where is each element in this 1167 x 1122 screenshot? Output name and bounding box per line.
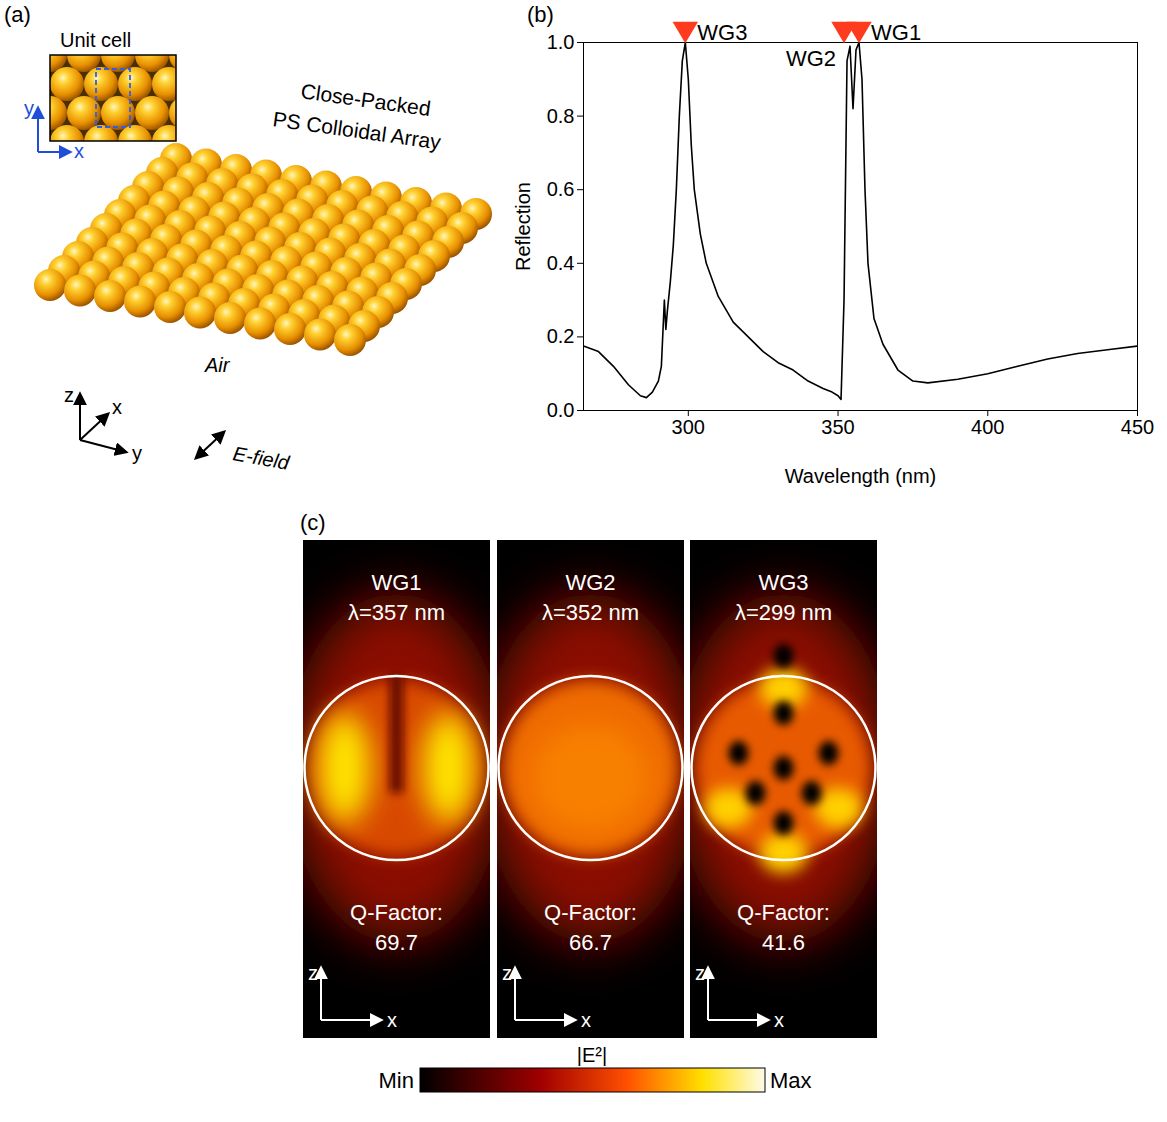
svg-text:WG1: WG1 — [871, 20, 921, 45]
svg-text:x: x — [74, 140, 84, 162]
svg-text:λ=357 nm: λ=357 nm — [348, 600, 445, 625]
svg-text:y: y — [132, 442, 142, 464]
svg-text:x: x — [581, 1009, 591, 1031]
svg-text:x: x — [774, 1009, 784, 1031]
svg-text:Q-Factor:: Q-Factor: — [544, 900, 637, 925]
svg-text:Air: Air — [204, 354, 231, 376]
svg-text:Reflection: Reflection — [512, 182, 534, 271]
svg-text:(a): (a) — [4, 2, 31, 27]
svg-text:z: z — [308, 962, 318, 984]
svg-text:Min: Min — [379, 1068, 414, 1093]
svg-text:WG2: WG2 — [565, 570, 615, 595]
svg-text:0.0: 0.0 — [547, 399, 575, 421]
svg-text:Unit cell: Unit cell — [60, 29, 131, 51]
svg-text:(c): (c) — [300, 510, 326, 535]
svg-text:0.8: 0.8 — [547, 105, 575, 127]
svg-text:|E²|: |E²| — [577, 1044, 607, 1066]
svg-text:PS Colloidal Array: PS Colloidal Array — [271, 107, 442, 153]
svg-text:z: z — [695, 962, 705, 984]
svg-text:x: x — [387, 1009, 397, 1031]
svg-text:z: z — [64, 384, 74, 406]
svg-text:λ=299 nm: λ=299 nm — [735, 600, 832, 625]
svg-text:300: 300 — [672, 416, 705, 438]
svg-text:Close-Packed: Close-Packed — [299, 79, 433, 121]
svg-text:69.7: 69.7 — [375, 930, 418, 955]
svg-text:(b): (b) — [527, 2, 554, 27]
svg-text:1.0: 1.0 — [547, 31, 575, 53]
svg-text:WG1: WG1 — [371, 570, 421, 595]
svg-text:z: z — [502, 962, 512, 984]
svg-text:y: y — [24, 97, 34, 119]
svg-text:E-field: E-field — [231, 442, 292, 474]
svg-text:0.4: 0.4 — [547, 252, 575, 274]
svg-text:Q-Factor:: Q-Factor: — [350, 900, 443, 925]
svg-text:41.6: 41.6 — [762, 930, 805, 955]
svg-text:WG3: WG3 — [758, 570, 808, 595]
svg-text:λ=352 nm: λ=352 nm — [542, 600, 639, 625]
svg-text:0.2: 0.2 — [547, 325, 575, 347]
svg-text:400: 400 — [971, 416, 1004, 438]
svg-text:350: 350 — [821, 416, 854, 438]
svg-text:x: x — [112, 396, 122, 418]
svg-text:0.6: 0.6 — [547, 178, 575, 200]
svg-text:WG3: WG3 — [697, 20, 747, 45]
svg-text:Wavelength (nm): Wavelength (nm) — [785, 465, 937, 487]
svg-text:Q-Factor:: Q-Factor: — [737, 900, 830, 925]
svg-text:450: 450 — [1121, 416, 1154, 438]
svg-text:66.7: 66.7 — [569, 930, 612, 955]
svg-text:Max: Max — [770, 1068, 812, 1093]
svg-text:WG2: WG2 — [786, 46, 836, 71]
